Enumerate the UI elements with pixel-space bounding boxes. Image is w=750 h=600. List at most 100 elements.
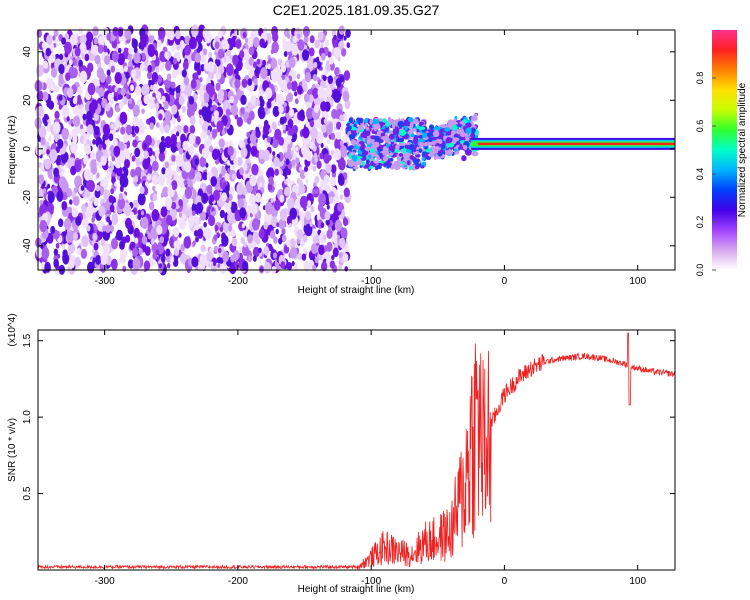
- spectrogram-noise-cell: [206, 184, 213, 194]
- spectrogram-noise-cell: [155, 91, 162, 100]
- spectrogram-noise-cell: [139, 186, 145, 195]
- spectrogram-noise-cell: [140, 210, 145, 216]
- spectrogram-noise-cell: [71, 191, 76, 199]
- spectrogram-noise-cell: [323, 153, 331, 164]
- spectrogram-noise-cell: [100, 253, 108, 265]
- spectrogram-noise-cell: [209, 194, 215, 203]
- spectrogram-noise-cell: [109, 224, 115, 232]
- spectrogram-noise-cell: [313, 61, 318, 69]
- snr-x-tick-label: 0: [502, 576, 508, 587]
- spectrogram-noise-cell: [192, 240, 196, 246]
- spectrogram-transition-cell: [414, 159, 419, 167]
- spectrogram-noise-cell: [102, 225, 107, 232]
- spectrogram-noise-cell: [188, 221, 193, 229]
- spectrogram-noise-cell: [54, 230, 60, 240]
- spectrogram-noise-cell: [160, 192, 165, 198]
- spectrogram-noise-cell: [190, 79, 197, 89]
- spectrogram-noise-cell: [248, 193, 257, 206]
- spectrogram-noise-cell: [194, 52, 201, 64]
- spectrogram-noise-cell: [340, 227, 348, 239]
- spectrogram-noise-cell: [247, 255, 252, 263]
- spectrogram-noise-cell: [191, 256, 199, 268]
- spectrogram-transition-cell: [453, 122, 459, 126]
- spectrogram-noise-cell: [299, 169, 306, 180]
- spectrogram-noise-cell: [111, 155, 116, 162]
- spectrogram-noise-cell: [132, 199, 139, 210]
- spectrogram-noise-cell: [152, 92, 156, 99]
- spectrogram-noise-cell: [146, 173, 152, 181]
- spectrogram-noise-cell: [184, 161, 192, 173]
- spectrogram-noise-cell: [289, 222, 292, 228]
- spectrogram-noise-cell: [283, 51, 288, 57]
- spectrogram-noise-cell: [286, 197, 295, 210]
- spectrogram-noise-cell: [52, 35, 56, 41]
- spectrogram-noise-cell: [335, 131, 342, 140]
- spectrogram-noise-cell: [130, 211, 135, 218]
- spectrogram-noise-cell: [213, 261, 216, 267]
- spectrogram-noise-cell: [303, 93, 310, 103]
- spectrogram-noise-cell: [54, 98, 58, 104]
- spectrogram-noise-cell: [339, 145, 348, 158]
- spectrogram-noise-cell: [266, 167, 275, 180]
- spectrogram-noise-cell: [169, 256, 175, 263]
- colorbar-tick-label: 0.6: [695, 120, 705, 133]
- spectrogram-noise-cell: [259, 266, 264, 273]
- spectrogram-noise-cell: [236, 156, 243, 167]
- spectrogram-noise-cell: [194, 158, 199, 166]
- spectrogram-transition-cell: [459, 121, 465, 125]
- spectrogram-transition-cell: [348, 152, 352, 159]
- spectrogram-noise-cell: [215, 82, 221, 92]
- spectrogram-noise-cell: [317, 31, 324, 41]
- spectrogram-noise-cell: [163, 100, 169, 110]
- spectrogram-transition-cell: [456, 128, 461, 135]
- spectrogram-noise-cell: [280, 261, 286, 270]
- spectrogram-noise-cell: [323, 118, 328, 124]
- spectrogram-noise-cell: [302, 26, 310, 38]
- spectrogram-y-tick-label: 20: [22, 94, 33, 106]
- spectrogram-noise-cell: [233, 157, 239, 166]
- spectrogram-noise-cell: [166, 214, 173, 226]
- spectrogram-noise-cell: [280, 63, 287, 73]
- spectrogram-noise-cell: [91, 216, 95, 223]
- spectrogram-noise-cell: [309, 119, 315, 128]
- spectrogram-noise-cell: [275, 228, 279, 235]
- spectrogram-noise-cell: [239, 167, 245, 176]
- spectrogram-noise-cell: [210, 106, 214, 112]
- spectrogram-noise-cell: [221, 234, 229, 247]
- spectrogram-noise-cell: [339, 194, 344, 200]
- spectrogram-noise-cell: [281, 234, 287, 242]
- spectrogram-noise-cell: [172, 258, 179, 267]
- spectrogram-noise-cell: [69, 34, 78, 47]
- spectrogram-noise-cell: [289, 247, 298, 259]
- spectrogram-noise-cell: [124, 159, 130, 169]
- spectrogram-noise-cell: [326, 204, 330, 210]
- spectrogram-transition-cell: [365, 159, 370, 165]
- snr-y-tick-label: 1.5: [22, 333, 33, 347]
- spectrogram-noise-cell: [108, 133, 114, 142]
- spectrogram-noise-cell: [93, 112, 100, 121]
- spectrogram-noise-cell: [87, 82, 96, 96]
- spectrogram-noise-cell: [268, 128, 272, 134]
- spectrogram-noise-cell: [247, 162, 252, 170]
- spectrogram-noise-cell: [219, 226, 224, 233]
- spectrogram-noise-cell: [241, 223, 245, 229]
- spectrogram-noise-cell: [332, 232, 338, 240]
- spectrogram-noise-cell: [314, 175, 320, 184]
- spectrogram-transition-cell: [470, 115, 478, 122]
- spectrogram-noise-cell: [114, 72, 122, 84]
- snr-scale-label: (x10^4): [7, 313, 18, 346]
- spectrogram-noise-cell: [286, 81, 292, 90]
- spectrogram-noise-cell: [165, 60, 172, 71]
- spectrogram-noise-cell: [344, 266, 349, 272]
- snr-x-tick-label: -200: [228, 576, 248, 587]
- spectrogram-noise-cell: [199, 253, 207, 266]
- spectrogram-noise-cell: [46, 149, 50, 155]
- spectrogram-transition-cell: [356, 155, 363, 159]
- spectrogram-noise-cell: [283, 102, 287, 107]
- spectrogram-noise-cell: [171, 117, 176, 125]
- spectrogram-noise-cell: [286, 239, 291, 248]
- spectrogram-noise-cell: [304, 171, 308, 177]
- spectrogram-noise-cell: [61, 105, 70, 118]
- spectrogram-noise-cell: [278, 237, 283, 245]
- spectrogram-noise-cell: [55, 242, 60, 249]
